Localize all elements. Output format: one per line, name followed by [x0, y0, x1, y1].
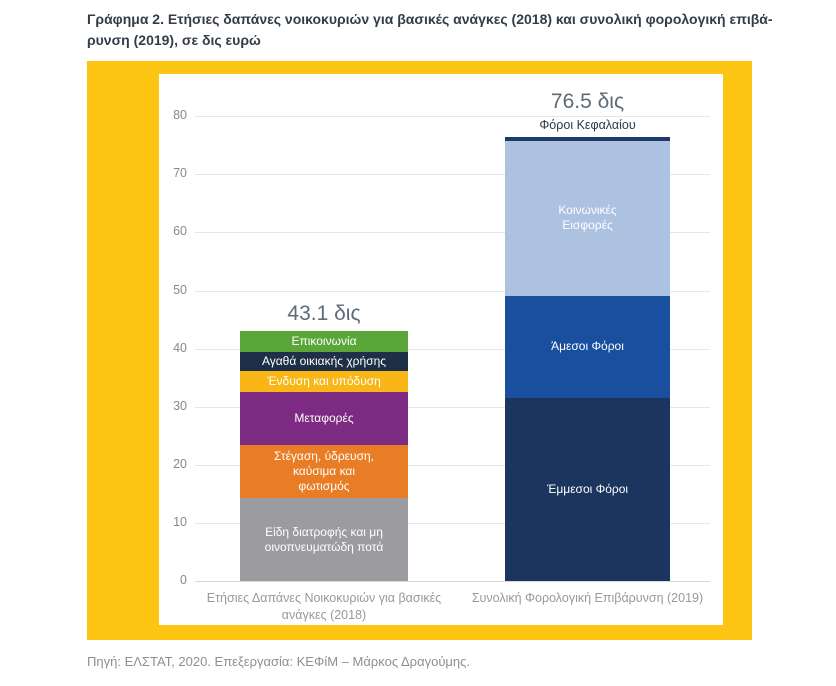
bar-segment: Στέγαση, ύδρευση, καύσιμα και φωτισμός — [240, 445, 408, 499]
bar-segment: Είδη διατροφής και μη οινοπνευματώδη ποτ… — [240, 498, 408, 581]
gridline — [195, 174, 710, 176]
bar-segment: Ένδυση και υπόδυση — [240, 370, 408, 392]
y-axis-tick-label: 40 — [173, 340, 187, 355]
total-value-label: 76.5 δις — [550, 89, 625, 113]
bar-segment: Αγαθά οικιακής χρήσης — [240, 352, 408, 371]
y-axis-tick-label: 60 — [173, 224, 187, 239]
y-axis-tick-label: 0 — [180, 573, 187, 587]
y-axis-tick-label: 70 — [173, 166, 187, 181]
total-value-label: 43.1 δις — [287, 301, 361, 325]
bar-segment: Μεταφορές — [240, 391, 408, 446]
y-axis-tick-label: 80 — [173, 108, 187, 123]
segment-label: Είδη διατροφής και μη οινοπνευματώδη ποτ… — [264, 524, 384, 554]
chart-frame: 0 10 20 30 40 50 60 70 80 Είδη διατροφής και μη ο… — [87, 61, 752, 640]
gridline — [195, 581, 710, 582]
source-note: Πηγή: ΕΛΣΤΑΤ, 2020. Επεξεργασία: ΚΕΦίΜ –… — [87, 654, 471, 669]
y-axis-tick-label: 20 — [173, 456, 187, 471]
gridline — [195, 406, 710, 408]
segment-label: Ένδυση και υπόδυση — [267, 373, 381, 388]
bar-segment — [505, 136, 670, 142]
gridline — [195, 116, 710, 118]
document-title-line1: Γράφημα 2. Ετήσιες δαπάνες νοικοκυριών γ… — [87, 11, 773, 27]
capital-taxes-label: Φόροι Κεφαλαίου — [539, 117, 636, 132]
y-axis-tick-label: 30 — [173, 398, 187, 413]
segment-label: Επικοινωνία — [291, 333, 357, 348]
y-axis-tick-label: 50 — [173, 282, 187, 297]
gridline — [195, 464, 710, 466]
document-title-line2: ρυνση (2019), σε δις ευρώ — [87, 32, 261, 48]
gridline — [195, 348, 710, 350]
segment-label: Έμμεσοι Φόροι — [546, 481, 629, 496]
document-title: Γράφημα 2. Ετήσιες δαπάνες νοικοκυριών γ… — [87, 9, 787, 51]
segment-label: Αγαθά οικιακής χρήσης — [261, 353, 387, 368]
x-axis-category-label: Ετήσιες Δαπάνες Νοικοκυριών για βασικές … — [206, 591, 442, 622]
segment-label: Άμεσοι Φόροι — [551, 339, 624, 354]
bar-segment: Άμεσοι Φόροι — [505, 295, 670, 398]
y-axis-tick-label: 10 — [173, 514, 187, 529]
bar-segment: Επικοινωνία — [240, 330, 408, 353]
x-axis-category-label: Συνολική Φορολογική Επιβάρυνση (2019) — [471, 591, 704, 605]
segment-label: Στέγαση, ύδρευση, καύσιμα και φωτισμός — [273, 449, 374, 494]
bar-segment: Έμμεσοι Φόροι — [505, 397, 670, 581]
gridline — [195, 232, 710, 234]
chart-panel: 0 10 20 30 40 50 60 70 80 Είδη διατροφής και μη ο… — [159, 74, 723, 625]
bar-segment: Κοινωνικές Εισφορές — [505, 141, 670, 296]
gridline — [195, 290, 710, 292]
gridline — [195, 522, 710, 524]
segment-label: Μεταφορές — [294, 410, 354, 425]
segment-label: Κοινωνικές Εισφορές — [558, 203, 617, 233]
